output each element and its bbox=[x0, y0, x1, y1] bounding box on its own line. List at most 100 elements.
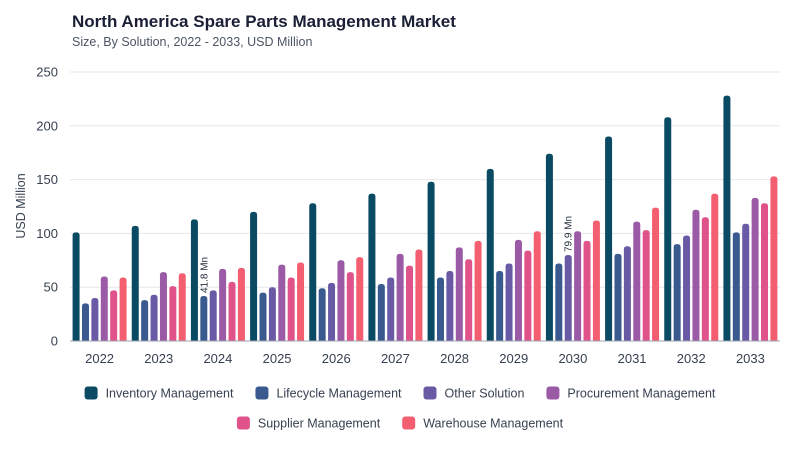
bars bbox=[72, 95, 778, 341]
legend-label: Supplier Management bbox=[258, 417, 381, 431]
legend-swatch bbox=[84, 386, 98, 400]
bar bbox=[159, 272, 167, 341]
bar bbox=[346, 272, 354, 341]
y-tick-label: 100 bbox=[36, 226, 58, 241]
bar bbox=[524, 250, 532, 341]
bar bbox=[190, 219, 198, 341]
bar bbox=[169, 286, 177, 341]
legend-label: Warehouse Management bbox=[423, 417, 563, 431]
bar bbox=[436, 277, 444, 341]
bar bbox=[642, 230, 650, 341]
bar bbox=[309, 203, 317, 341]
bar bbox=[297, 262, 305, 341]
annotations: 41.8 Mn 79.9 Mn bbox=[199, 216, 574, 293]
bar bbox=[406, 265, 414, 341]
legend-label: Lifecycle Management bbox=[276, 387, 402, 401]
bar bbox=[268, 287, 276, 341]
bar bbox=[732, 232, 740, 341]
y-tick-label: 50 bbox=[44, 280, 58, 295]
bar bbox=[486, 168, 494, 341]
bar bbox=[228, 281, 236, 341]
bar bbox=[574, 231, 582, 341]
bar bbox=[683, 235, 691, 341]
bar bbox=[415, 249, 423, 341]
x-tick-label: 2031 bbox=[618, 351, 647, 366]
bar bbox=[496, 271, 504, 341]
bar bbox=[545, 153, 553, 341]
bar bbox=[287, 277, 295, 341]
y-tick-label: 0 bbox=[51, 334, 58, 349]
bar bbox=[200, 296, 208, 341]
bar bbox=[427, 181, 435, 341]
bar bbox=[356, 257, 364, 341]
legend-swatch bbox=[236, 416, 250, 430]
bar bbox=[533, 231, 541, 341]
bar bbox=[178, 273, 186, 341]
bar bbox=[150, 294, 158, 341]
bar bbox=[328, 282, 336, 341]
bar bbox=[751, 197, 759, 341]
bar bbox=[318, 288, 326, 341]
bar bbox=[250, 211, 258, 341]
bar bbox=[514, 239, 522, 341]
bar bbox=[723, 95, 731, 341]
y-tick-label: 250 bbox=[36, 65, 58, 80]
bar bbox=[387, 277, 395, 341]
bar bbox=[209, 290, 217, 341]
legend-swatch bbox=[402, 416, 416, 430]
bar bbox=[377, 283, 385, 341]
legend-item: Warehouse Management bbox=[402, 416, 564, 431]
bar bbox=[100, 276, 108, 341]
legend-item: Inventory Management bbox=[84, 386, 234, 401]
legend-item: Procurement Management bbox=[546, 386, 716, 401]
bar bbox=[592, 220, 600, 341]
bar bbox=[110, 290, 118, 341]
bar bbox=[623, 246, 631, 341]
bar bbox=[633, 221, 641, 341]
legend-swatch bbox=[423, 386, 437, 400]
bar bbox=[555, 263, 563, 341]
x-tick-label: 2026 bbox=[322, 351, 351, 366]
x-tick-label: 2033 bbox=[736, 351, 765, 366]
bar bbox=[652, 207, 660, 341]
legend-item: Supplier Management bbox=[236, 416, 381, 431]
gridlines bbox=[70, 71, 780, 288]
bar bbox=[711, 193, 719, 341]
axes: 0 50 100 150 200 250 2022 2023 2024 2025 2026 2027 2… bbox=[36, 65, 780, 366]
x-tick-label: 2024 bbox=[203, 351, 232, 366]
bar bbox=[131, 225, 139, 341]
bar bbox=[368, 193, 376, 341]
x-tick-label: 2022 bbox=[85, 351, 114, 366]
bar bbox=[564, 255, 572, 341]
bar bbox=[664, 117, 672, 341]
x-tick-label: 2032 bbox=[677, 351, 706, 366]
y-tick-label: 150 bbox=[36, 172, 58, 187]
bar bbox=[605, 136, 613, 341]
chart-subtitle: Size, By Solution, 2022 - 2033, USD Mill… bbox=[72, 35, 313, 49]
x-tick-label: 2030 bbox=[558, 351, 587, 366]
legend-item: Lifecycle Management bbox=[255, 386, 402, 401]
y-axis-label: USD Million bbox=[14, 173, 28, 238]
bar bbox=[446, 271, 454, 341]
bar bbox=[91, 297, 99, 341]
bar bbox=[81, 303, 89, 341]
bar bbox=[673, 244, 681, 341]
bar bbox=[583, 240, 591, 341]
x-tick-label: 2029 bbox=[499, 351, 528, 366]
x-tick-label: 2023 bbox=[144, 351, 173, 366]
legend-label: Inventory Management bbox=[106, 387, 234, 401]
x-tick-label: 2027 bbox=[381, 351, 410, 366]
bar bbox=[337, 260, 345, 341]
data-label: 79.9 Mn bbox=[564, 216, 575, 252]
data-label: 41.8 Mn bbox=[199, 257, 210, 293]
bar bbox=[742, 223, 750, 341]
bar bbox=[770, 176, 778, 341]
bar bbox=[72, 232, 80, 341]
legend: Inventory Management Lifecycle Management… bbox=[84, 386, 716, 431]
bar bbox=[396, 253, 404, 341]
bar bbox=[278, 264, 286, 341]
bar bbox=[219, 268, 227, 341]
legend-label: Procurement Management bbox=[567, 387, 716, 401]
y-tick-label: 200 bbox=[36, 118, 58, 133]
